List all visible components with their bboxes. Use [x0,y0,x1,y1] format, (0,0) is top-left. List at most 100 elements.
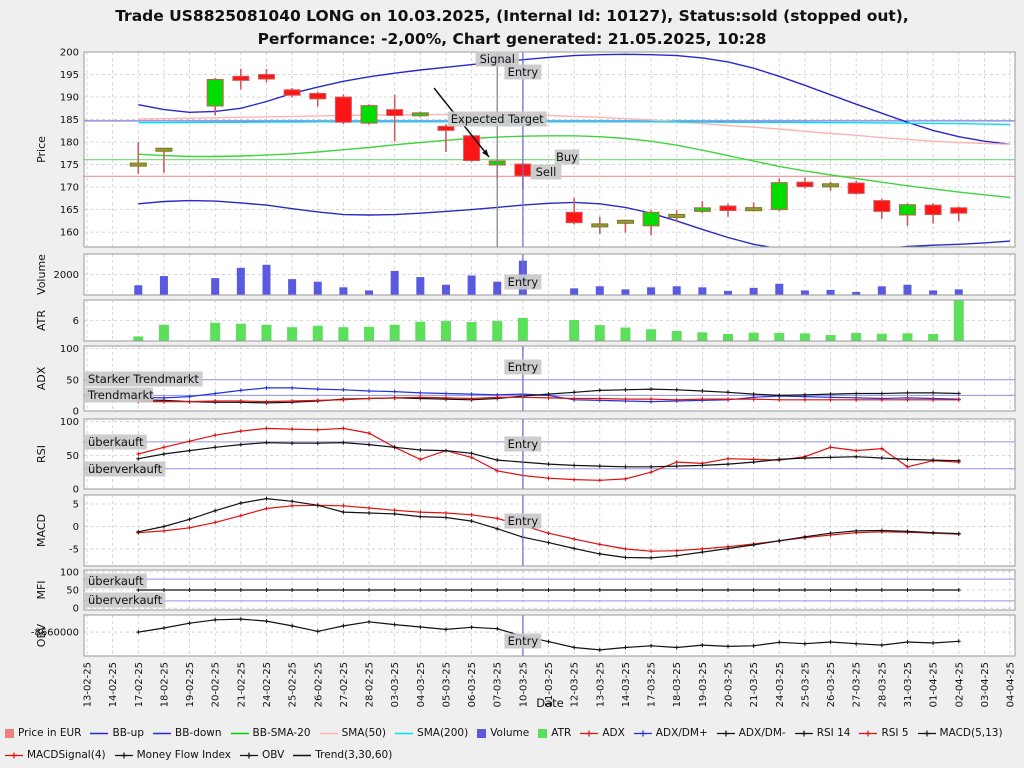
annotation-expected-target: Expected Target [447,111,547,127]
obv-axis-label: OBV [35,623,48,647]
legend-item-volume: Volume [477,727,529,739]
legend-line-plus-marker [633,730,652,736]
date-tick: 19-03-25 [698,662,709,707]
date-tick: 03-03-25 [390,662,401,707]
legend-line-marker [230,732,249,734]
atr-bar [902,333,913,342]
annotation-trendmarkt: Trendmarkt [85,387,154,403]
legend-item-macd-5-13-: MACD(5,13) [917,727,1003,739]
sma50-line [138,113,1011,145]
date-tick: 13-03-25 [595,662,606,707]
annotation-überverkauft: überverkauft [85,461,166,477]
legend-item-bb-sma-20: BB-SMA-20 [230,727,311,739]
annotation-entry: Entry [504,64,542,80]
atr-bar [287,327,298,342]
date-tick: 27-03-25 [852,662,863,707]
volume-bar [390,270,399,296]
date-tick: 21-02-25 [236,662,247,707]
date-tick: 28-03-25 [877,662,888,707]
candle [411,112,429,117]
macd-axis-label: MACD [35,514,48,547]
legend-line-plus-marker [239,752,258,758]
volume-bar [672,286,681,296]
atr-bar [671,330,682,342]
legend-line-marker [90,732,109,734]
chart-title-line1: Trade US8825081040 LONG on 10.03.2025, (… [115,7,909,25]
atr-bar [876,333,887,342]
candle [283,89,301,96]
volume-bar [313,281,322,296]
annotation-entry: Entry [504,436,542,452]
legend-item-label: BB-up [112,727,144,739]
atr-bar [851,332,862,342]
price-tick: 165 [60,205,79,216]
atr-bar [261,324,272,342]
mfi-tick: 100 [60,567,79,578]
volume-bar [159,276,168,296]
legend-item-label: BB-SMA-20 [252,727,311,739]
legend-item-label: ADX/DM- [738,727,786,739]
legend-item-label: OBV [261,749,285,761]
date-tick: 04-04-25 [1006,662,1017,707]
legend-item-label: Price in EUR [18,727,82,739]
date-tick: 03-04-25 [980,662,991,707]
annotation-signal: Signal [475,51,519,67]
svg-text:Entry: Entry [508,65,539,79]
annotation-buy: Buy [554,149,580,165]
legend-item-trend-3-30-60-: Trend(3,30,60) [293,749,392,761]
volume-bar [493,281,502,296]
price-tick: 185 [60,115,79,126]
atr-bar [235,323,246,342]
date-tick: 26-02-25 [313,662,324,707]
date-tick: 01-04-25 [929,662,940,707]
legend-item-bb-up: BB-up [90,727,144,739]
atr-axis-label: ATR [35,310,48,331]
chart-title-line2: Performance: -2,00%, Chart generated: 21… [257,30,767,49]
atr-tick: 6 [73,316,79,327]
date-tick: 31-03-25 [903,662,914,707]
candle [668,213,686,218]
atr-bar [569,320,580,342]
volume-bar [595,286,604,296]
price-tick: 170 [60,183,79,194]
candle [719,205,737,212]
price-tick: 190 [60,93,79,104]
candle [257,74,275,80]
volume-bar [441,284,450,296]
date-tick: 04-03-25 [416,662,427,707]
legend-item-price-in-eur: Price in EUR [5,727,81,739]
volume-bar [724,290,732,296]
candle [334,96,352,123]
svg-text:Entry: Entry [508,275,539,289]
legend-item-sma-200-: SMA(200) [395,727,468,739]
price-series [84,53,1015,247]
svg-text:Buy: Buy [556,150,578,164]
atr-bar [825,335,836,342]
atr-bar [466,322,477,342]
candle [129,162,147,167]
volume-bar [775,283,784,296]
date-tick: 12-03-25 [570,662,581,707]
svg-text:überkauft: überkauft [88,574,144,588]
legend-item-adx-dm+: ADX/DM+ [633,727,708,739]
legend-item-label: Trend(3,30,60) [315,749,393,761]
svg-text:überverkauft: überverkauft [88,593,163,607]
candle [591,223,609,228]
volume-bar [621,289,630,296]
atr-bar [620,327,631,342]
legend-line-plus-marker [716,730,735,736]
legend-item-label: MACD(5,13) [939,727,1003,739]
atr-bar [364,326,375,342]
legend-line-plus-marker [114,752,133,758]
legend-line-plus-marker [917,730,936,736]
candle [796,181,814,188]
atr-bar [748,332,759,342]
legend: Price in EUR BB-up BB-down BB-SMA-20 SMA(50)… [5,722,1019,766]
legend-item-rsi-5: RSI 5 [859,727,909,739]
candle [898,204,916,216]
volume-bar [929,290,938,296]
candle [206,78,224,107]
candle [437,125,455,131]
volume-bar [698,287,707,296]
